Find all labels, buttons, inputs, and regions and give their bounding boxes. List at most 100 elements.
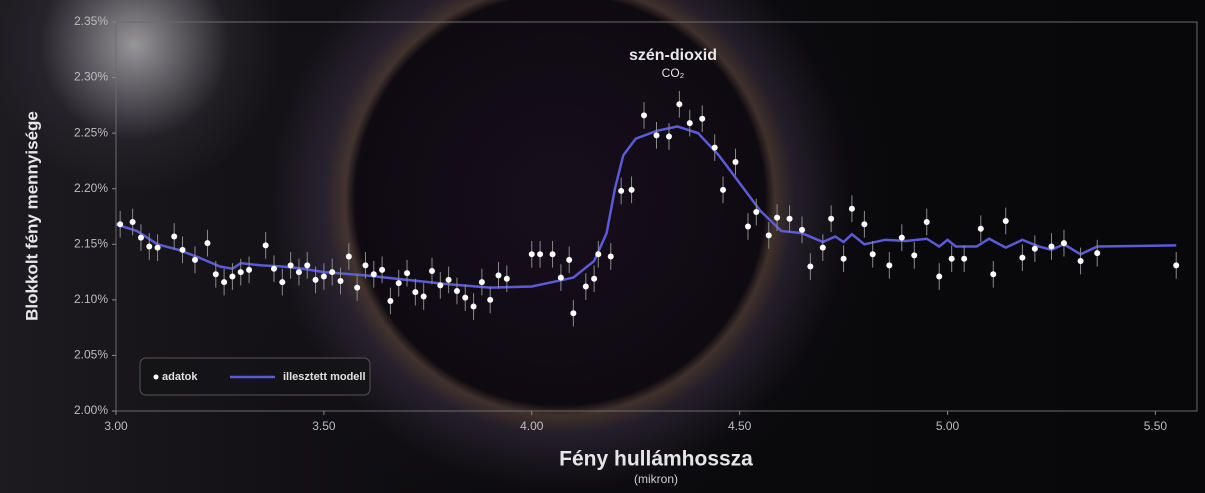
y-tick-label: 2.30% — [74, 70, 108, 84]
data-point — [130, 219, 136, 225]
data-point — [961, 256, 967, 262]
data-point — [146, 244, 152, 250]
data-point — [886, 262, 892, 268]
chart: szén-dioxid CO₂ Fény hullámhossza (mikro… — [0, 0, 1205, 493]
data-point — [496, 272, 502, 278]
data-point — [1078, 258, 1084, 264]
data-point — [246, 267, 252, 273]
data-point — [204, 240, 210, 246]
data-point — [263, 242, 269, 248]
data-point — [229, 274, 235, 280]
data-point — [774, 215, 780, 221]
data-point — [421, 294, 427, 300]
data-point — [1173, 262, 1179, 268]
data-point — [820, 245, 826, 251]
x-tick-label: 4.50 — [728, 419, 752, 433]
data-point — [404, 270, 410, 276]
data-point — [861, 221, 867, 227]
data-point — [583, 284, 589, 290]
annotation-subtitle: CO₂ — [662, 66, 685, 80]
data-point — [346, 254, 352, 260]
data-point — [479, 279, 485, 285]
data-point — [899, 235, 905, 241]
x-tick-label: 5.00 — [936, 419, 960, 433]
data-point — [595, 251, 601, 257]
data-point — [687, 120, 693, 126]
data-point — [799, 227, 805, 233]
data-point — [949, 256, 955, 262]
data-point — [321, 274, 327, 280]
data-point — [766, 232, 772, 238]
annotation-title: szén-dioxid — [629, 47, 717, 64]
data-point — [338, 278, 344, 284]
data-point — [591, 276, 597, 282]
data-point — [412, 289, 418, 295]
data-point — [192, 257, 198, 263]
data-point — [936, 274, 942, 280]
data-point — [787, 216, 793, 222]
data-point — [676, 101, 682, 107]
data-point — [911, 252, 917, 258]
data-point — [329, 269, 335, 275]
data-point — [471, 304, 477, 310]
data-point — [1061, 240, 1067, 246]
data-point — [387, 298, 393, 304]
data-point — [978, 226, 984, 232]
data-point — [1048, 244, 1054, 250]
data-point — [379, 267, 385, 273]
data-point — [138, 235, 144, 241]
data-point — [828, 216, 834, 222]
y-tick-label: 2.20% — [74, 181, 108, 195]
data-point — [221, 279, 227, 285]
data-point — [446, 277, 452, 283]
data-point — [654, 132, 660, 138]
data-point — [550, 251, 556, 257]
model-line — [116, 126, 1176, 287]
data-point — [807, 264, 813, 270]
data-point — [558, 275, 564, 281]
data-point — [566, 257, 572, 263]
y-tick-label: 2.25% — [74, 125, 108, 139]
data-point — [313, 277, 319, 283]
data-point — [745, 224, 751, 230]
data-point — [117, 221, 123, 227]
data-point — [537, 251, 543, 257]
data-point — [296, 269, 302, 275]
data-point — [1019, 255, 1025, 261]
y-tick-label: 2.35% — [74, 14, 108, 28]
data-point — [437, 282, 443, 288]
data-point — [529, 251, 535, 257]
x-tick-label: 3.50 — [312, 419, 336, 433]
data-point — [629, 187, 635, 193]
data-point — [487, 297, 493, 303]
data-point — [238, 269, 244, 275]
data-point — [990, 271, 996, 277]
data-point — [155, 245, 161, 251]
y-tick-label: 2.00% — [74, 403, 108, 417]
data-point — [1003, 218, 1009, 224]
data-point — [699, 116, 705, 122]
data-point — [712, 145, 718, 151]
legend-marker — [154, 375, 159, 380]
plot-frame — [116, 22, 1197, 411]
data-point — [171, 234, 177, 240]
data-point — [271, 266, 277, 272]
data-point — [396, 280, 402, 286]
data-point — [666, 133, 672, 139]
data-point — [279, 279, 285, 285]
data-point — [504, 276, 510, 282]
y-tick-label: 2.15% — [74, 236, 108, 250]
data-point — [304, 262, 310, 268]
data-point — [288, 262, 294, 268]
data-point — [454, 288, 460, 294]
data-point — [870, 251, 876, 257]
data-point — [429, 268, 435, 274]
data-point — [180, 247, 186, 253]
data-point — [1032, 246, 1038, 252]
data-point — [354, 285, 360, 291]
data-point — [732, 159, 738, 165]
y-tick-label: 2.05% — [74, 348, 108, 362]
data-point — [570, 310, 576, 316]
data-point — [462, 295, 468, 301]
x-tick-label: 4.00 — [520, 419, 544, 433]
